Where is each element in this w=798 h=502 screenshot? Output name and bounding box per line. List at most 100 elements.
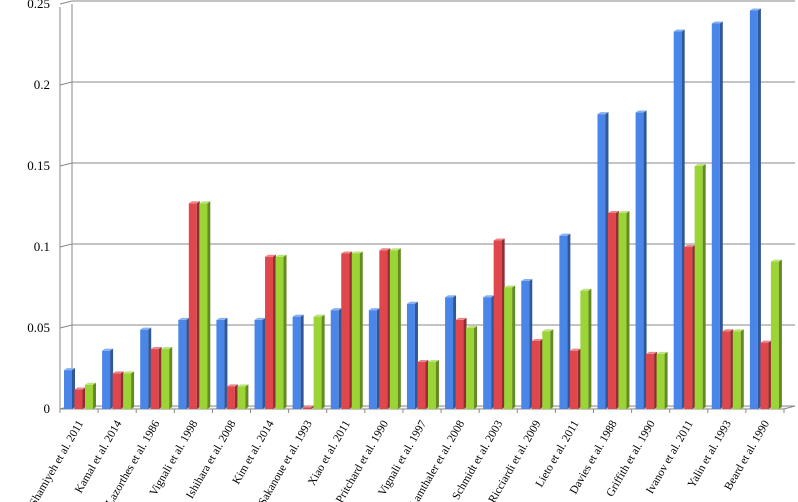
bar-top bbox=[216, 317, 228, 320]
bar-top bbox=[711, 21, 723, 24]
bar-side bbox=[158, 347, 162, 409]
bar-top bbox=[569, 348, 581, 351]
bar-front bbox=[656, 353, 665, 409]
x-tick-label: Kim et al. 2014 bbox=[231, 418, 277, 486]
bar-side bbox=[414, 301, 418, 409]
bar-front bbox=[694, 166, 703, 409]
gridline-diagonal bbox=[59, 162, 73, 167]
bar-top bbox=[188, 201, 200, 204]
bar-s1-7 bbox=[341, 251, 353, 409]
bar-side bbox=[148, 327, 152, 409]
bar-top bbox=[749, 8, 761, 11]
bar-top bbox=[64, 368, 75, 371]
bar-side bbox=[273, 254, 277, 409]
bar-s2-4 bbox=[237, 384, 249, 409]
bar-top bbox=[607, 210, 619, 213]
bar-top bbox=[102, 348, 114, 351]
bar-s1-8 bbox=[379, 248, 391, 409]
bar-side bbox=[186, 317, 190, 409]
bar-top bbox=[389, 248, 401, 251]
bar-side bbox=[643, 110, 647, 409]
bar-s0-18 bbox=[749, 8, 761, 409]
bar-s0-15 bbox=[635, 110, 647, 409]
bar-front bbox=[711, 23, 720, 409]
bar-top bbox=[161, 347, 173, 350]
bar-s2-13 bbox=[580, 288, 592, 409]
y-tick-label: 0 bbox=[44, 401, 51, 416]
bar-top bbox=[542, 329, 554, 332]
bar-front bbox=[618, 212, 627, 409]
y-tick-label: 0.1 bbox=[34, 239, 50, 254]
bar-s1-12 bbox=[531, 338, 543, 409]
bar-side bbox=[681, 29, 685, 409]
bar-s0-1 bbox=[102, 348, 114, 409]
bar-top bbox=[406, 301, 418, 304]
bar-front bbox=[504, 287, 513, 409]
bar-top bbox=[722, 329, 734, 332]
bar-side bbox=[72, 368, 75, 409]
bar-top bbox=[254, 317, 266, 320]
bar-s2-15 bbox=[656, 351, 668, 409]
bar-s1-15 bbox=[646, 351, 658, 409]
bar-side bbox=[300, 314, 304, 409]
bar-top bbox=[656, 351, 668, 354]
bar-side bbox=[615, 210, 619, 409]
bar-side bbox=[491, 295, 495, 409]
bar-s2-10 bbox=[466, 326, 478, 409]
bar-side bbox=[512, 285, 516, 409]
bar-side bbox=[349, 251, 353, 409]
bar-front bbox=[188, 203, 197, 409]
bar-s2-3 bbox=[199, 201, 211, 409]
bar-s1-5 bbox=[265, 254, 277, 409]
bar-s2-7 bbox=[351, 251, 363, 409]
bar-front bbox=[542, 331, 551, 409]
bar-top bbox=[368, 308, 380, 311]
bar-top bbox=[237, 384, 249, 387]
bar-s1-18 bbox=[760, 340, 772, 409]
bar-front bbox=[455, 319, 464, 409]
bar-s0-13 bbox=[559, 233, 571, 409]
bar-front bbox=[112, 373, 121, 409]
bar-side bbox=[453, 295, 457, 409]
bar-top bbox=[673, 29, 685, 32]
bar-s2-1 bbox=[123, 371, 135, 409]
bar-top bbox=[580, 288, 592, 291]
bar-s2-18 bbox=[770, 259, 782, 409]
bar-front bbox=[445, 297, 454, 409]
bar-top bbox=[559, 233, 571, 236]
bar-s2-6 bbox=[313, 314, 325, 409]
bar-top bbox=[504, 285, 516, 288]
bar-side bbox=[93, 382, 96, 409]
bar-side bbox=[702, 164, 706, 409]
bar-front bbox=[417, 362, 426, 409]
bar-top bbox=[646, 351, 658, 354]
bar-front bbox=[684, 247, 693, 409]
bar-side bbox=[605, 112, 609, 409]
bar-top bbox=[351, 251, 363, 254]
bar-s0-10 bbox=[445, 295, 457, 409]
bar-s1-2 bbox=[150, 347, 162, 409]
bar-side bbox=[425, 360, 429, 409]
bar-s1-11 bbox=[493, 238, 505, 409]
bar-front bbox=[123, 373, 132, 409]
bar-front bbox=[646, 353, 655, 409]
bar-front bbox=[406, 303, 415, 409]
bar-side bbox=[262, 317, 266, 409]
bar-s0-2 bbox=[140, 327, 152, 409]
gridline-diagonal bbox=[59, 324, 73, 329]
bar-top bbox=[417, 360, 429, 363]
bar-s2-17 bbox=[732, 329, 744, 409]
bar-front bbox=[722, 331, 731, 409]
bar-side bbox=[207, 201, 211, 409]
bar-top bbox=[760, 340, 772, 343]
bar-top bbox=[618, 210, 630, 213]
bar-side bbox=[664, 351, 668, 409]
bar-side bbox=[626, 210, 630, 409]
bar-s1-13 bbox=[569, 348, 581, 409]
bar-top bbox=[123, 371, 135, 374]
bar-side bbox=[529, 279, 533, 409]
bar-top bbox=[303, 405, 315, 408]
bar-top bbox=[531, 338, 543, 341]
bar-s0-14 bbox=[597, 112, 609, 409]
